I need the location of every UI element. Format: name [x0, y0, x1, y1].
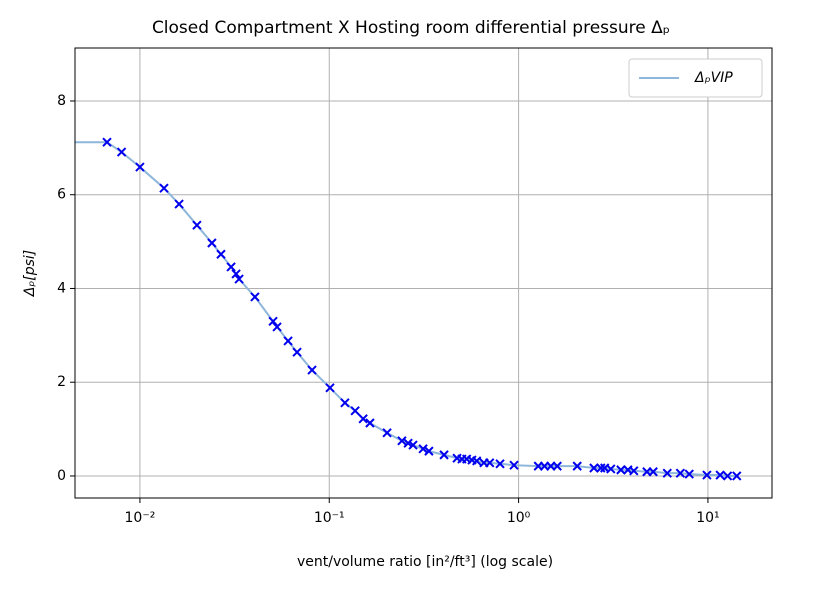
data-point	[589, 463, 599, 473]
data-point	[732, 471, 742, 481]
data-point	[702, 470, 712, 480]
y-tick-label: 6	[57, 187, 66, 203]
data-point	[340, 398, 350, 408]
plot-frame	[74, 47, 773, 499]
data-point	[174, 199, 184, 209]
data-point	[231, 269, 241, 279]
data-point	[192, 220, 202, 230]
data-point	[572, 461, 582, 471]
data-point	[629, 466, 639, 476]
data-point	[226, 262, 236, 272]
data-point	[715, 470, 725, 480]
data-point	[292, 347, 302, 357]
data-point	[472, 456, 482, 466]
data-point	[102, 137, 112, 147]
data-point	[684, 469, 694, 479]
data-point	[216, 249, 226, 259]
data-point	[509, 460, 519, 470]
y-tick-label: 0	[57, 468, 66, 484]
data-point	[283, 336, 293, 346]
x-axis-label: vent/volume ratio [in²/ft³] (log scale)	[297, 554, 553, 570]
data-point	[662, 468, 672, 478]
grid	[75, 48, 772, 498]
data-point	[358, 414, 368, 424]
data-point	[365, 418, 375, 428]
data-point	[382, 428, 392, 438]
x-tick-label: 10⁻²	[125, 510, 156, 526]
data-point	[495, 459, 505, 469]
data-point	[207, 238, 217, 248]
x-tick-label: 10⁰	[507, 510, 531, 526]
y-tick-label: 2	[57, 374, 66, 390]
data-point	[250, 292, 260, 302]
data-point	[135, 162, 145, 172]
data-point	[408, 440, 418, 450]
data-point	[616, 465, 626, 475]
data-point	[268, 316, 278, 326]
data-point	[439, 450, 449, 460]
data-point	[325, 383, 335, 393]
data-point	[552, 461, 562, 471]
y-axis-label: Δₚ[psi]	[22, 250, 38, 298]
y-tick-label: 8	[57, 93, 66, 109]
data-point	[606, 464, 616, 474]
data-point	[159, 183, 169, 193]
data-point	[722, 471, 733, 481]
data-point	[485, 458, 495, 468]
data-point	[272, 322, 282, 332]
data-point	[675, 468, 686, 478]
data-point	[234, 274, 244, 284]
data-point	[350, 406, 360, 416]
legend-label: ΔₚVIP	[694, 70, 733, 86]
data-point	[403, 438, 413, 448]
chart-title: Closed Compartment X Hosting room differ…	[152, 18, 670, 38]
legend-box	[628, 58, 763, 98]
x-tick-label: 10¹	[696, 510, 719, 526]
y-tick-label: 4	[57, 280, 66, 296]
data-line	[75, 141, 737, 477]
data-point	[307, 365, 317, 375]
data-point	[418, 444, 428, 454]
data-point	[116, 147, 127, 157]
data-point	[648, 467, 658, 477]
data-point	[397, 436, 407, 446]
data-point	[424, 446, 434, 456]
x-tick-label: 10⁻¹	[314, 510, 345, 526]
data-point	[596, 463, 606, 473]
